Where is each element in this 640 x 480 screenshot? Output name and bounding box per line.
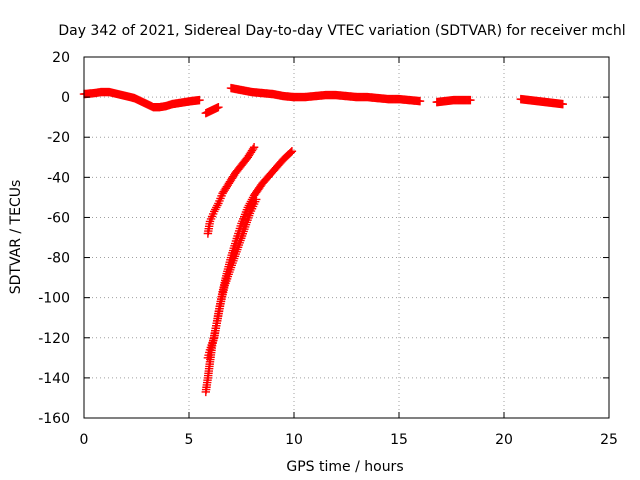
y-tick-label: 0 xyxy=(61,90,70,106)
data-point xyxy=(466,95,475,105)
series-track-2 xyxy=(201,102,223,118)
y-tick-label: -20 xyxy=(47,130,70,146)
y-axis-label: SDTVAR / TECUs xyxy=(8,180,24,295)
y-tick-label: -120 xyxy=(38,331,70,347)
series-track-3 xyxy=(203,143,259,238)
y-tick-label: -40 xyxy=(47,170,70,186)
series-track-6 xyxy=(226,83,425,106)
series-track-4 xyxy=(203,147,297,363)
y-tick-label: -60 xyxy=(47,210,70,226)
data-point xyxy=(286,148,296,157)
y-tick-label: -100 xyxy=(38,291,70,307)
x-tick-label: 0 xyxy=(80,432,89,448)
x-tick-label: 5 xyxy=(185,432,194,448)
x-tick-label: 20 xyxy=(495,432,513,448)
y-tick-label: 20 xyxy=(52,50,70,66)
x-tick-label: 25 xyxy=(600,432,618,448)
y-tick-label: -80 xyxy=(47,251,70,267)
y-tick-label: -160 xyxy=(38,411,70,427)
plot-area xyxy=(79,83,567,397)
axes: 20 0 -20 -40 -60 -80 -100 -120 -140 -160 0 5 10 15 20 2… xyxy=(38,50,618,448)
plot-frame xyxy=(83,56,610,419)
series-track-7 xyxy=(432,95,475,107)
data-point xyxy=(252,195,261,204)
series-track-8 xyxy=(516,94,567,109)
grid xyxy=(84,57,609,418)
x-tick-label: 10 xyxy=(285,432,303,448)
y-tick-label: -140 xyxy=(38,371,70,387)
chart-title: Day 342 of 2021, Sidereal Day-to-day VTE… xyxy=(58,23,625,39)
x-axis-label: GPS time / hours xyxy=(286,459,403,475)
x-tick-label: 15 xyxy=(390,432,408,448)
series-track-1 xyxy=(79,87,204,112)
data-point xyxy=(558,99,567,109)
data-point xyxy=(214,102,223,112)
data-point xyxy=(415,96,425,106)
data-point xyxy=(195,95,204,105)
data-point xyxy=(287,147,297,156)
data-point xyxy=(249,143,259,152)
series-track-5 xyxy=(201,195,261,397)
